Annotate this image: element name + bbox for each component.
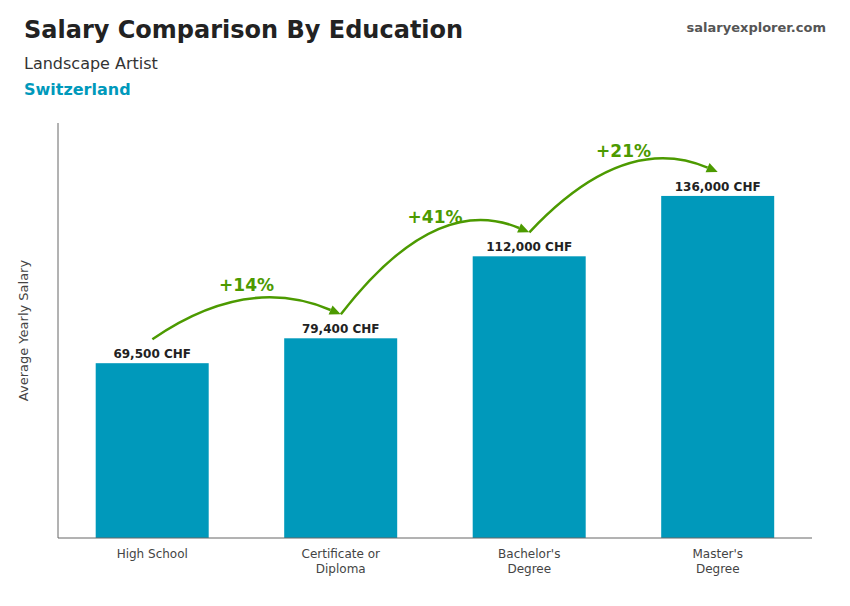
svg-text:136,000 CHF: 136,000 CHF xyxy=(675,180,761,194)
svg-text:Average Yearly Salary: Average Yearly Salary xyxy=(16,260,31,402)
html-text:Salary Comparison By Education: Salary Comparison By Education xyxy=(24,16,464,44)
svg-text:112,000 CHF: 112,000 CHF xyxy=(486,240,572,254)
svg-text:+21%: +21% xyxy=(596,141,651,161)
html-text:Switzerland: Switzerland xyxy=(24,80,131,99)
svg-text:+14%: +14% xyxy=(219,275,274,295)
svg-text:Certificate orDiploma: Certificate orDiploma xyxy=(302,547,380,576)
svg-text:+41%: +41% xyxy=(408,207,463,227)
svg-text:Master'sDegree: Master'sDegree xyxy=(692,547,743,576)
svg-text:Bachelor'sDegree: Bachelor'sDegree xyxy=(498,547,560,576)
svg-text:High School: High School xyxy=(117,547,188,561)
svg-text:79,400 CHF: 79,400 CHF xyxy=(302,322,380,336)
html-text:salaryexplorer.com: salaryexplorer.com xyxy=(686,20,826,35)
svg-text:69,500 CHF: 69,500 CHF xyxy=(113,347,191,361)
html-text:Landscape Artist: Landscape Artist xyxy=(24,54,158,73)
